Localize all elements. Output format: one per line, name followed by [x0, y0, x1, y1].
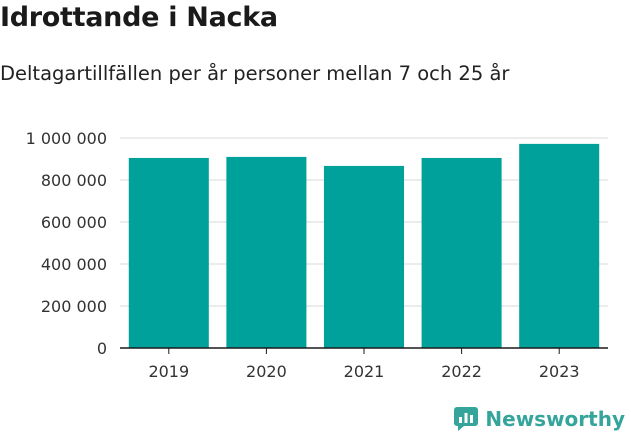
chart-subtitle: Deltagartillfällen per år personer mella…: [0, 62, 510, 85]
bar-2023: [519, 143, 600, 348]
y-tick-label: 400 000: [41, 255, 107, 274]
y-tick-label: 1 000 000: [26, 129, 107, 148]
x-axis-ticks: 2019 2020 2021 2022 2023: [148, 348, 580, 381]
y-tick-label: 200 000: [41, 297, 107, 316]
y-tick-label: 0: [97, 339, 107, 358]
bars: [128, 143, 600, 348]
bar-2020: [226, 156, 307, 348]
x-tick-label-2019: 2019: [148, 362, 189, 381]
x-tick-label-2023: 2023: [539, 362, 580, 381]
bar-2021: [323, 165, 405, 348]
y-tick-label: 800 000: [41, 171, 107, 190]
brand-logo: Newsworthy: [453, 406, 625, 432]
brand-name: Newsworthy: [485, 407, 625, 431]
newsworthy-logo-icon: [454, 407, 479, 431]
y-tick-label: 600 000: [41, 213, 107, 232]
bar-2022: [421, 157, 502, 348]
chart-title: Idrottande i Nacka: [0, 2, 278, 33]
x-tick-label-2021: 2021: [344, 362, 385, 381]
x-tick-label-2020: 2020: [246, 362, 287, 381]
y-axis-ticks: 0 200 000 400 000 600 000 800 000 1 000 000: [26, 129, 107, 358]
bar-2019: [128, 157, 209, 348]
x-tick-label-2022: 2022: [441, 362, 482, 381]
